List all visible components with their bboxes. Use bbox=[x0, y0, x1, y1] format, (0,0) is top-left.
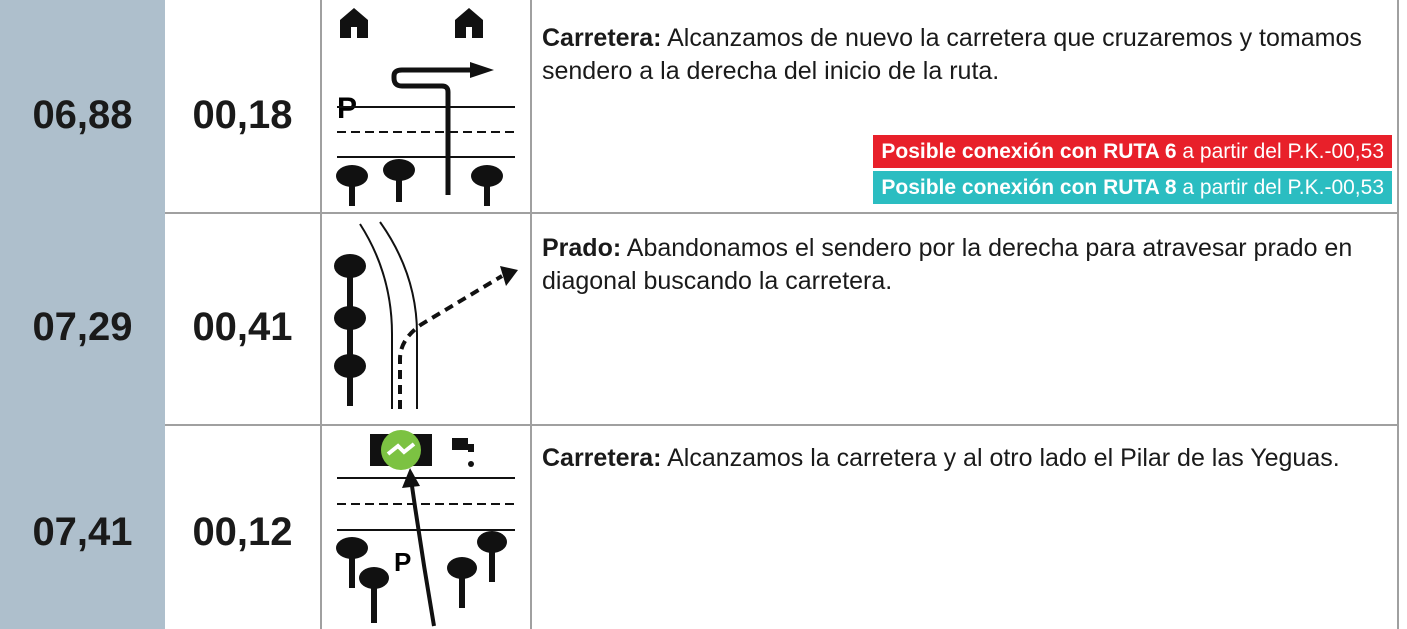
svg-text:P: P bbox=[337, 92, 357, 125]
badge-bold: Posible conexión con RUTA 6 bbox=[881, 140, 1177, 163]
divider bbox=[530, 0, 532, 629]
badge-bold: Posible conexión con RUTA 8 bbox=[881, 176, 1177, 199]
title: Carretera: bbox=[542, 24, 662, 52]
divider bbox=[320, 0, 322, 629]
route-icon bbox=[334, 221, 518, 409]
partial: 00,41 bbox=[192, 305, 293, 349]
text: Alcanzamos de nuevo la carretera que cru… bbox=[542, 24, 1362, 85]
title: Prado: bbox=[542, 234, 622, 262]
km: 06,88 bbox=[32, 93, 133, 137]
partial: 00,18 bbox=[192, 93, 293, 137]
partial: 00,12 bbox=[192, 510, 293, 554]
badge-rest: a partir del P.K.-00,53 bbox=[1182, 176, 1384, 199]
km: 07,29 bbox=[32, 305, 133, 349]
badge-rest: a partir del P.K.-00,53 bbox=[1182, 140, 1384, 163]
text: Abandonamos el sendero por la derecha pa… bbox=[542, 234, 1353, 295]
badge: Posible conexión con RUTA 8 a partir del… bbox=[873, 171, 1392, 204]
divider bbox=[1397, 0, 1399, 629]
description: Carretera: Alcanzamos de nuevo la carret… bbox=[542, 22, 1392, 88]
divider bbox=[165, 212, 1397, 214]
description: Prado: Abandonamos el sendero por la der… bbox=[542, 232, 1392, 298]
title: Carretera: bbox=[542, 444, 662, 472]
svg-text:P: P bbox=[394, 547, 411, 577]
badge: Posible conexión con RUTA 6 a partir del… bbox=[873, 135, 1392, 168]
route-icon: P bbox=[336, 430, 515, 627]
divider bbox=[165, 424, 1397, 426]
description: Carretera: Alcanzamos la carretera y al … bbox=[542, 442, 1392, 475]
km: 07,41 bbox=[32, 510, 133, 554]
text: Alcanzamos la carretera y al otro lado e… bbox=[667, 444, 1340, 472]
km-column bbox=[0, 0, 165, 629]
route-icon: P bbox=[336, 8, 515, 206]
